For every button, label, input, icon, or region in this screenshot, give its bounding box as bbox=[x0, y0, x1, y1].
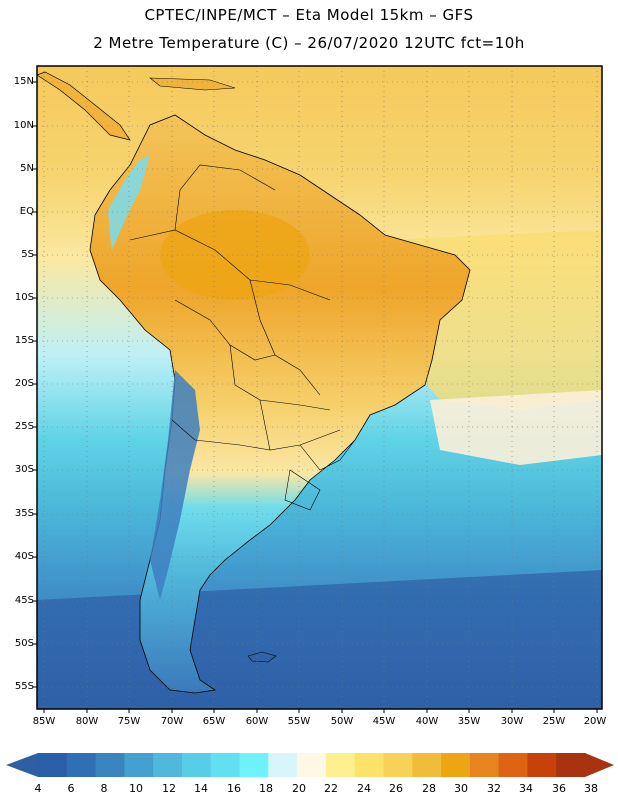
amazon-warm-core bbox=[160, 210, 310, 300]
lat-label-10s: 10S bbox=[14, 292, 34, 303]
colorbar-cell bbox=[153, 753, 183, 777]
colorbar-cell bbox=[181, 753, 212, 777]
map-subtitle: 2 Metre Temperature (C) – 26/07/2020 12U… bbox=[93, 34, 525, 52]
lat-label-15s: 15S bbox=[14, 335, 34, 346]
lat-label-10n: 10N bbox=[13, 120, 34, 131]
andes-north bbox=[108, 155, 150, 250]
colorbar-cell bbox=[498, 753, 528, 777]
colorbar-label-30: 30 bbox=[454, 782, 468, 795]
lon-label-60w: 60W bbox=[245, 716, 269, 727]
colorbar-label-18: 18 bbox=[259, 782, 273, 795]
lat-label-30s: 30S bbox=[14, 464, 34, 475]
colorbar-label-24: 24 bbox=[357, 782, 371, 795]
graticule bbox=[37, 66, 602, 709]
lat-label-25s: 25S bbox=[14, 421, 34, 432]
colorbar-label-12: 12 bbox=[162, 782, 176, 795]
colorbar-label-6: 6 bbox=[67, 782, 75, 795]
colorbar-cell bbox=[210, 753, 241, 777]
colorbar-label-16: 16 bbox=[227, 782, 241, 795]
lat-label-20s: 20S bbox=[14, 378, 34, 389]
lon-label-30w: 30W bbox=[500, 716, 524, 727]
colorbar-cell bbox=[412, 753, 442, 777]
colorbar-label-38: 38 bbox=[584, 782, 598, 795]
lon-label-65w: 65W bbox=[202, 716, 226, 727]
country-borders bbox=[129, 164, 356, 511]
colorbar-cell bbox=[556, 753, 586, 777]
lat-label-45s: 45S bbox=[14, 595, 34, 606]
colorbar-cell bbox=[95, 753, 125, 777]
lon-label-35w: 35W bbox=[457, 716, 481, 727]
lat-label-eq: EQ bbox=[19, 206, 34, 217]
colorbar-cell bbox=[354, 753, 384, 777]
map-title: CPTEC/INPE/MCT – Eta Model 15km – GFS bbox=[144, 6, 474, 24]
temperature-colorbar bbox=[6, 753, 614, 777]
lat-label-15n: 15N bbox=[13, 76, 34, 87]
colorbar-cell bbox=[239, 753, 269, 777]
colorbar-label-4: 4 bbox=[34, 782, 42, 795]
colorbar-over-arrow bbox=[585, 753, 614, 777]
colorbar-cell bbox=[441, 753, 471, 777]
colorbar-cell bbox=[383, 753, 413, 777]
atlantic-pale-band bbox=[430, 390, 602, 465]
lon-label-70w: 70W bbox=[160, 716, 184, 727]
lon-label-40w: 40W bbox=[415, 716, 439, 727]
colorbar-label-34: 34 bbox=[519, 782, 533, 795]
colorbar-under-arrow bbox=[6, 753, 38, 777]
lat-label-5n: 5N bbox=[20, 163, 34, 174]
map-frame bbox=[36, 65, 603, 710]
lon-label-85w: 85W bbox=[32, 716, 56, 727]
colorbar-cell bbox=[527, 753, 557, 777]
falkland-islands bbox=[247, 651, 277, 663]
colorbar-cell bbox=[268, 753, 298, 777]
colorbar-label-32: 32 bbox=[487, 782, 501, 795]
colorbar-label-14: 14 bbox=[194, 782, 208, 795]
lat-label-35s: 35S bbox=[14, 508, 34, 519]
colorbar-label-22: 22 bbox=[324, 782, 338, 795]
lat-label-55s: 55S bbox=[14, 681, 34, 692]
colorbar-label-8: 8 bbox=[100, 782, 108, 795]
lon-label-45w: 45W bbox=[372, 716, 396, 727]
lat-label-5s: 5S bbox=[21, 249, 34, 260]
lon-label-75w: 75W bbox=[117, 716, 141, 727]
colorbar-cell bbox=[469, 753, 500, 777]
lon-label-55w: 55W bbox=[287, 716, 311, 727]
colorbar-label-10: 10 bbox=[129, 782, 143, 795]
colorbar-cell bbox=[297, 753, 327, 777]
colorbar-cell bbox=[66, 753, 97, 777]
lon-label-80w: 80W bbox=[75, 716, 99, 727]
colorbar-label-20: 20 bbox=[292, 782, 306, 795]
colorbar-label-26: 26 bbox=[389, 782, 403, 795]
lat-label-40s: 40S bbox=[14, 551, 34, 562]
lon-label-20w: 20W bbox=[583, 716, 607, 727]
colorbar-cell bbox=[38, 753, 68, 777]
colorbar-cell bbox=[124, 753, 154, 777]
central-america-land bbox=[37, 71, 131, 141]
lat-label-50s: 50S bbox=[14, 638, 34, 649]
colorbar-label-28: 28 bbox=[422, 782, 436, 795]
colorbar-cell bbox=[325, 753, 356, 777]
colorbar-label-36: 36 bbox=[552, 782, 566, 795]
axis-ticks bbox=[33, 81, 598, 713]
lon-label-25w: 25W bbox=[542, 716, 566, 727]
lon-label-50w: 50W bbox=[330, 716, 354, 727]
andes-south bbox=[150, 370, 200, 600]
